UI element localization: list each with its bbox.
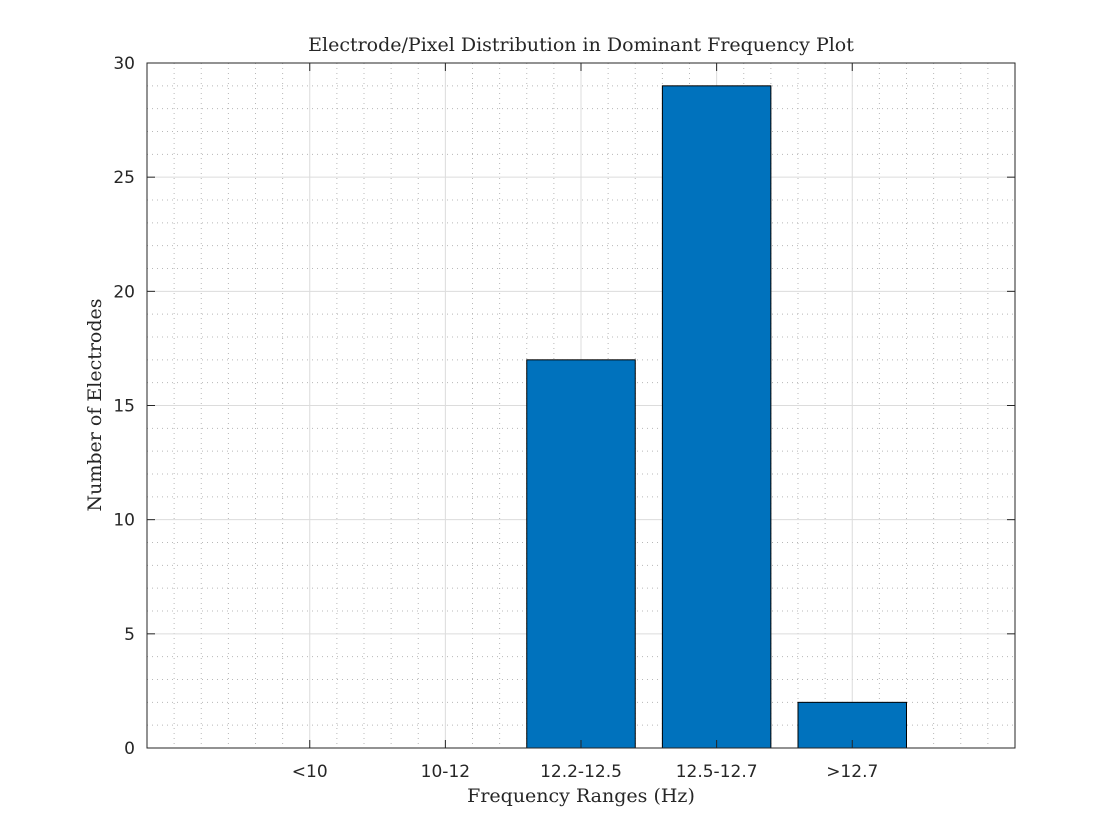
x-tick-label: 10-12: [421, 762, 470, 782]
y-tick-label: 5: [124, 625, 135, 645]
x-axis-label: Frequency Ranges (Hz): [467, 785, 695, 807]
y-axis-label: Number of Electrodes: [84, 298, 106, 511]
x-tick-label: <10: [292, 762, 328, 782]
y-tick-labels: 0 5 10 15 20 25 30: [113, 54, 135, 759]
x-tick-label: >12.7: [826, 762, 878, 782]
x-tick-label: 12.2-12.5: [540, 762, 622, 782]
bar-12.2-12.5: [526, 359, 636, 749]
chart-title: Electrode/Pixel Distribution in Dominant…: [308, 34, 854, 56]
bar-12.5-12.7: [661, 85, 772, 749]
y-tick-label: 10: [113, 511, 135, 531]
x-tick-label: 12.5-12.7: [676, 762, 758, 782]
axis-ticks: [147, 62, 1015, 749]
x-tick-labels: <10 10-12 12.2-12.5 12.5-12.7 >12.7: [292, 762, 879, 782]
y-tick-label: 0: [124, 739, 135, 759]
y-tick-label: 20: [113, 282, 135, 302]
y-tick-label: 25: [113, 168, 135, 188]
bars: [526, 85, 907, 749]
y-tick-label: 30: [113, 54, 135, 74]
y-tick-label: 15: [113, 397, 135, 417]
